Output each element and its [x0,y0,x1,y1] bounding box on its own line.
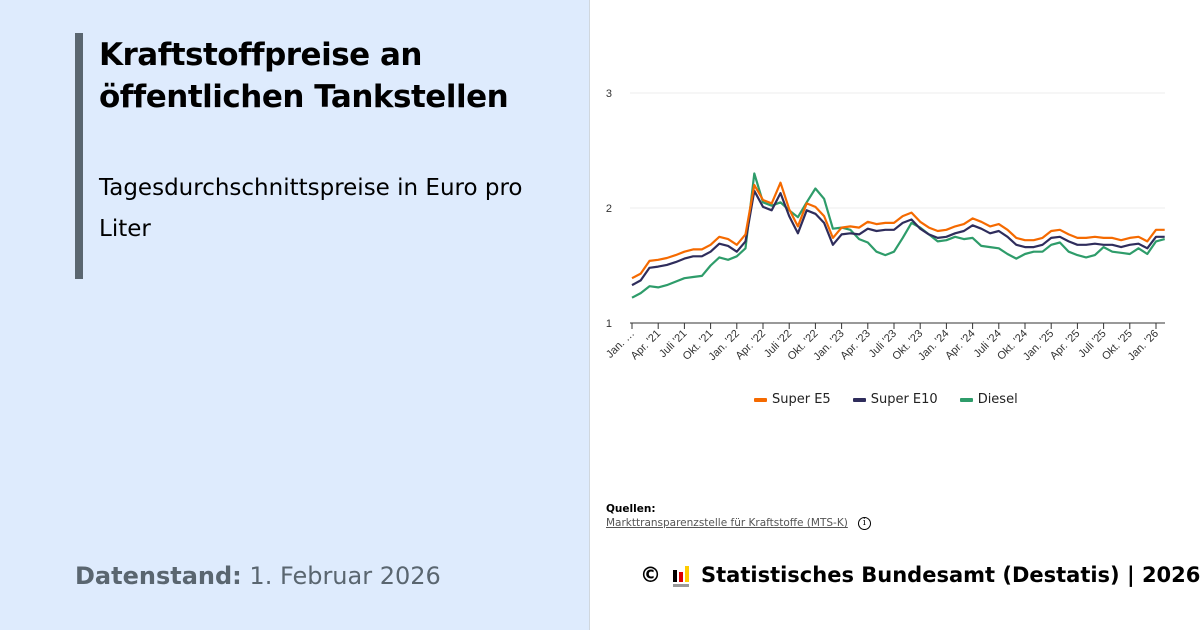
data-status: Datenstand: 1. Februar 2026 [75,562,441,590]
copyright-symbol: © [640,562,661,587]
x-tick-label: Apr. '23 [838,328,873,363]
sources-heading: Quellen: [606,503,656,515]
x-tick-label: Apr. '25 [1048,328,1083,363]
legend-label: Super E10 [870,392,938,407]
x-tick-label: Apr. '22 [733,328,768,363]
footer-text: Statistisches Bundesamt (Destatis) | 202… [701,562,1201,587]
page-subtitle: Tagesdurchschnittspreise in Euro pro Lit… [99,175,523,242]
y-tick-label: 3 [606,88,612,100]
data-status-label: Datenstand: [75,562,242,590]
page-title: Kraftstoffpreise an öffentlichen Tankste… [99,37,509,115]
legend-label: Super E5 [772,392,831,407]
y-tick-label: 2 [606,203,612,215]
legend-swatch [959,397,973,402]
left-panel: Kraftstoffpreise an öffentlichen Tankste… [0,0,590,630]
footer: © Statistisches Bundesamt (Destatis) | 2… [640,562,1200,587]
destatis-logo-icon [673,562,689,587]
series-line-super-e5 [631,181,1165,280]
series-line-super-e10 [631,189,1165,287]
legend-swatch [852,397,866,402]
accent-bar [75,33,83,279]
legend-item-super-e5[interactable]: Super E5 [754,392,831,407]
x-tick-label: Apr. '21 [629,328,664,363]
chart-legend: Super E5 Super E10 Diesel [754,392,1018,407]
legend-item-diesel[interactable]: Diesel [959,392,1018,407]
data-status-value: 1. Februar 2026 [249,562,441,590]
legend-swatch [754,397,767,402]
info-icon[interactable]: i [857,516,871,530]
legend-label: Diesel [977,392,1018,407]
source-link[interactable]: Markttransparenzstelle für Kraftstoffe (… [606,517,848,529]
y-tick-label: 1 [606,318,612,330]
legend-item-super-e10[interactable]: Super E10 [852,392,938,407]
sources: Quellen: Markttransparenzstelle für Kraf… [606,503,871,530]
x-tick-label: Apr. '24 [943,328,978,363]
series-line-diesel [631,172,1165,299]
